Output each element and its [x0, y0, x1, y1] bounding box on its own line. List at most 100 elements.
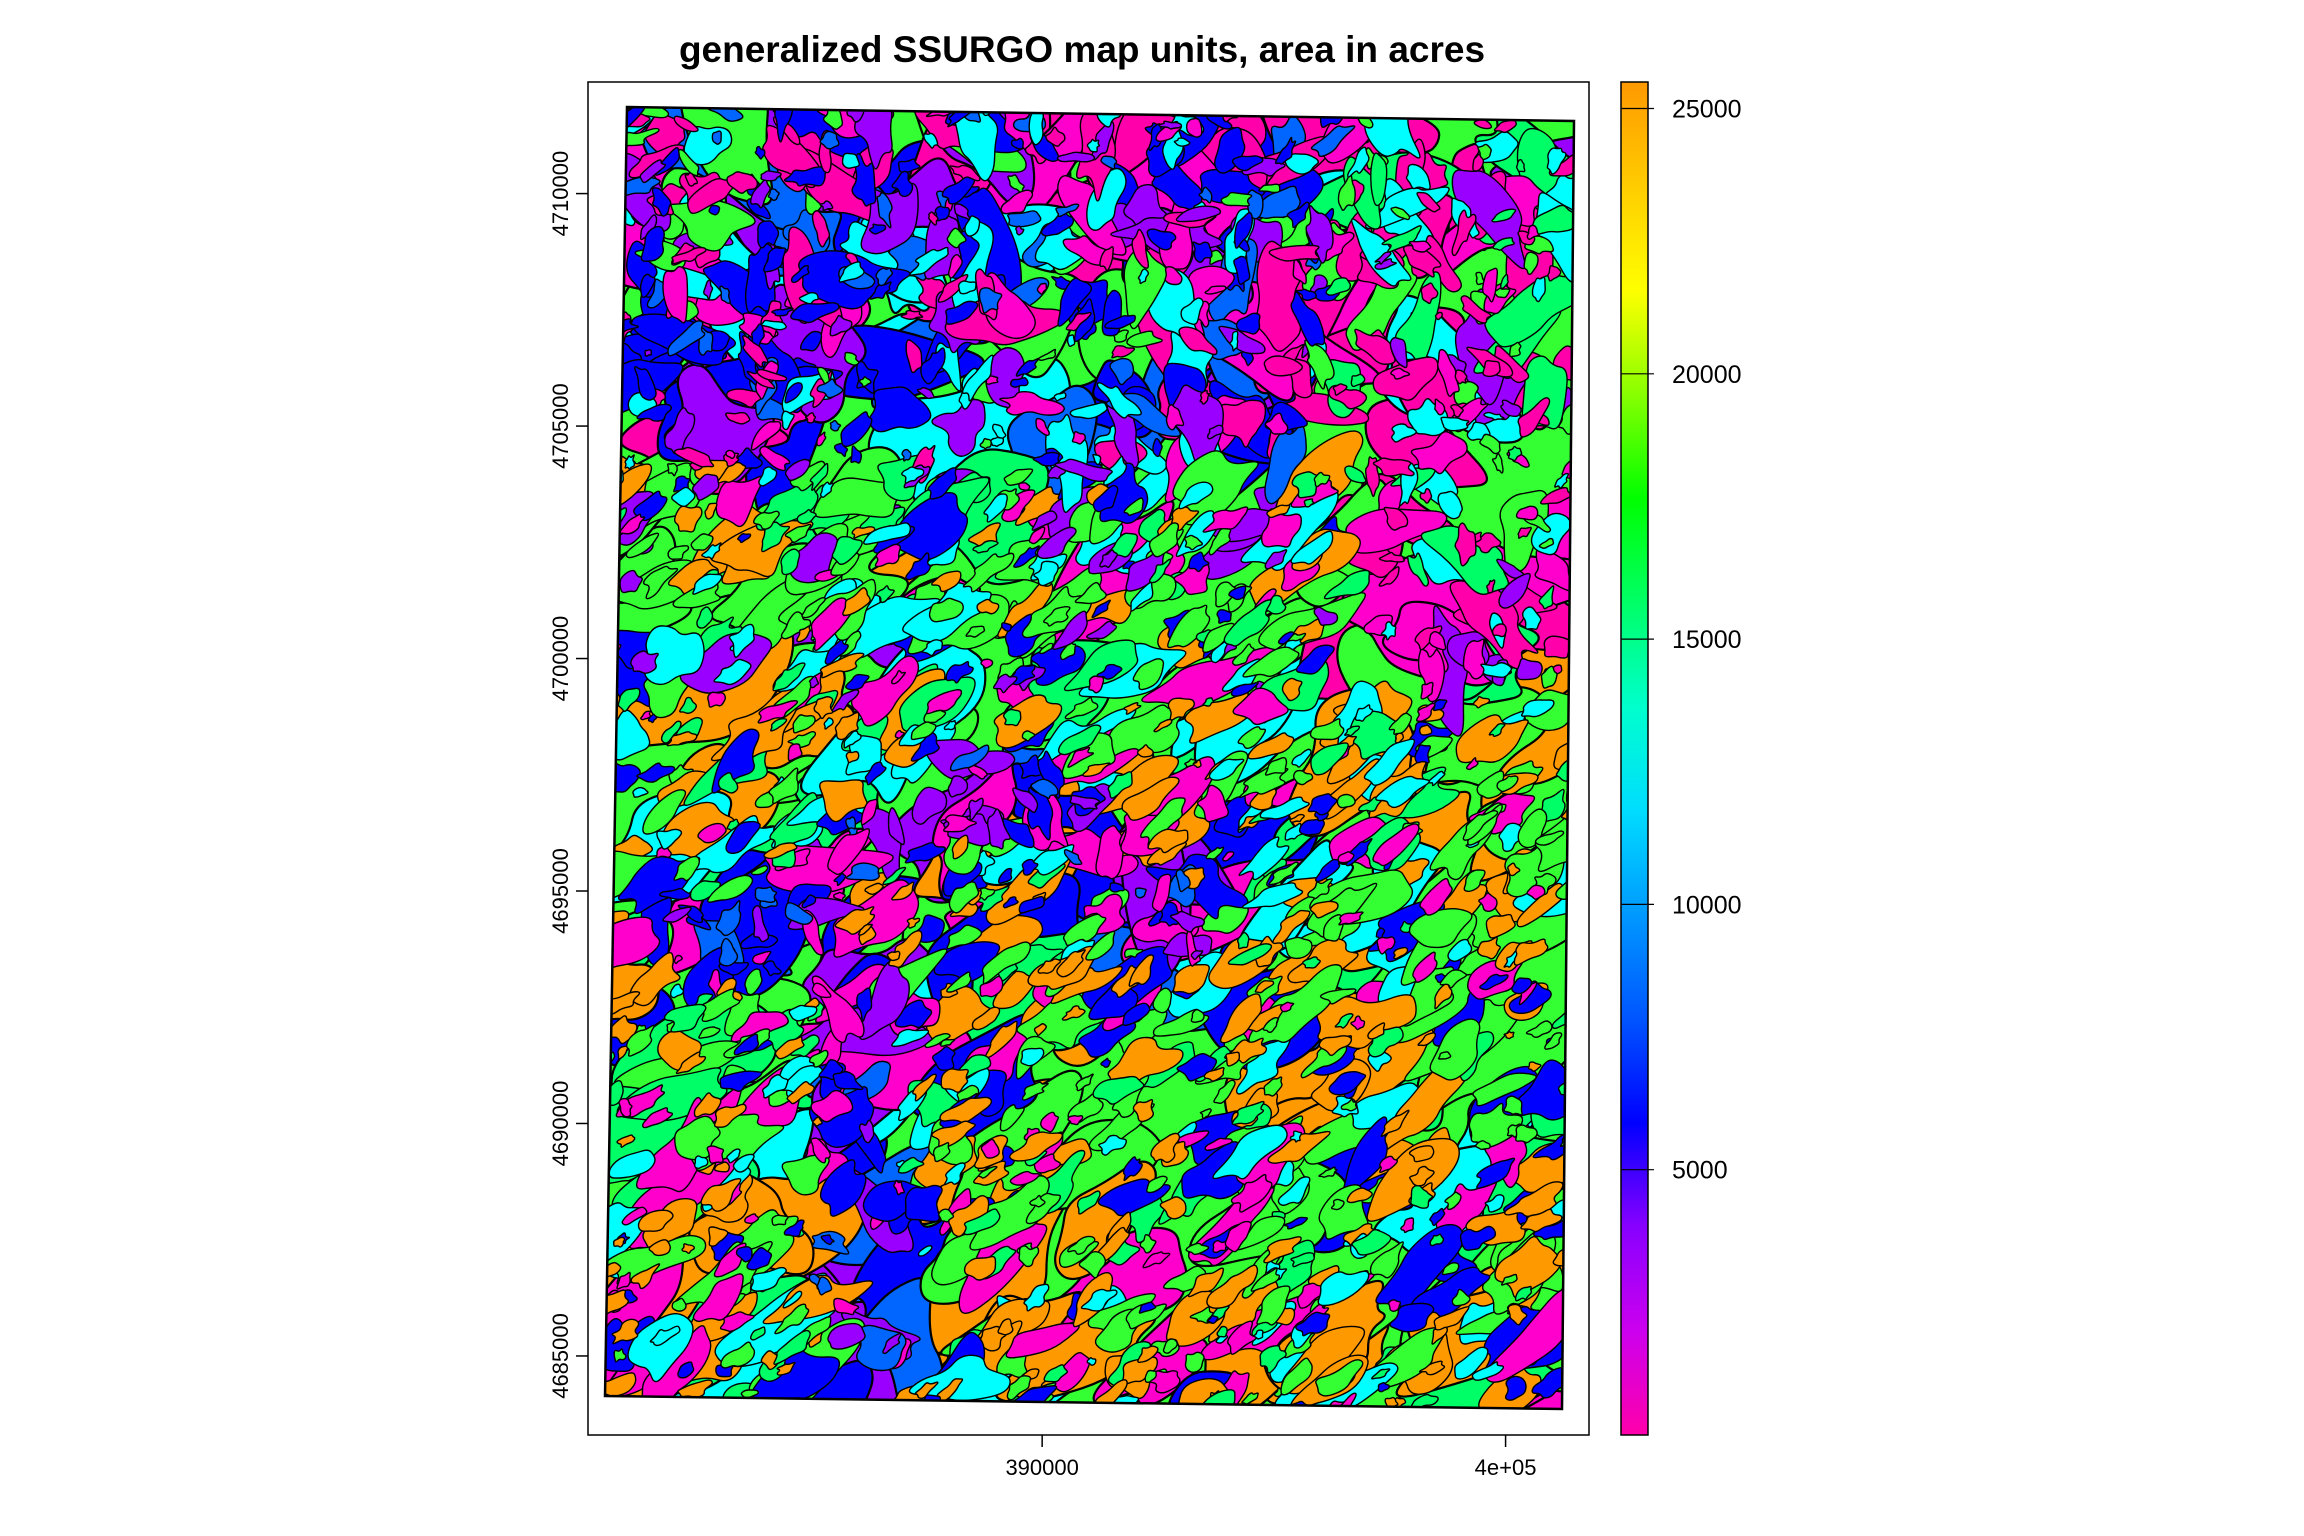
map-unit-polygon	[1218, 325, 1266, 355]
map-unit-polygon	[726, 171, 759, 194]
map-unit-polygon	[1298, 818, 1325, 836]
map-unit-polygon	[1344, 465, 1367, 484]
map-unit-polygon	[713, 658, 752, 686]
map-unit-polygon	[1000, 189, 1034, 215]
map-unit-polygon	[937, 273, 969, 303]
map-unit-polygon	[1303, 498, 1315, 508]
map-unit-polygon	[845, 750, 860, 764]
map-unit-polygon	[703, 279, 714, 300]
map-unit-polygon	[1379, 1155, 1399, 1174]
map-unit-polygon	[1035, 417, 1050, 437]
map-unit-polygon	[1069, 794, 1101, 810]
map-unit-polygon	[1262, 1016, 1279, 1033]
map-unit-polygon	[744, 968, 763, 996]
map-unit-polygon	[1504, 1375, 1527, 1401]
map-unit-polygon	[664, 407, 696, 455]
map-unit-polygon	[767, 188, 780, 202]
map-unit-polygon	[947, 775, 969, 798]
map-unit-polygon	[860, 798, 878, 826]
map-unit-polygon	[978, 287, 1003, 314]
map-unit-polygon	[1121, 776, 1180, 821]
map-unit-polygon	[693, 1092, 722, 1118]
map-units	[605, 107, 1574, 1409]
map-unit-polygon	[659, 887, 691, 901]
map-unit-polygon	[690, 533, 714, 551]
map-unit-polygon	[1483, 411, 1505, 421]
map-unit-polygon	[1332, 1392, 1357, 1409]
map-unit-polygon	[667, 545, 690, 560]
map-unit-polygon	[1429, 1207, 1446, 1227]
map-unit-polygon	[757, 700, 799, 724]
map-unit-polygon	[1234, 211, 1253, 249]
map-unit-polygon	[771, 307, 794, 317]
map-unit-polygon	[1199, 389, 1211, 405]
map-unit-polygon	[894, 999, 933, 1029]
map-unit-polygon	[1165, 404, 1185, 431]
map-unit-polygon	[1310, 125, 1356, 158]
map-unit-polygon	[641, 1107, 674, 1129]
map-unit-polygon	[1071, 430, 1086, 445]
map-unit-polygon	[799, 330, 823, 352]
map-unit-polygon	[986, 808, 1011, 850]
map-unit-polygon	[1511, 977, 1533, 995]
map-unit-polygon	[964, 215, 981, 237]
map-unit-polygon	[1459, 1225, 1497, 1251]
map-unit-polygon	[698, 1026, 721, 1039]
map-unit-polygon	[1062, 913, 1107, 947]
map-unit-polygon	[894, 491, 969, 561]
map-unit-polygon	[1184, 1351, 1205, 1374]
colorbar-fill	[1620, 81, 1649, 1436]
map-unit-polygon	[754, 886, 778, 903]
map-unit-polygon	[1205, 846, 1225, 860]
y-tick-label: 4685000	[548, 1313, 573, 1399]
map-unit-polygon	[1109, 357, 1135, 386]
map-unit-polygon	[1447, 938, 1473, 963]
map-unit-polygon	[1063, 639, 1139, 692]
map-unit-polygon	[1204, 285, 1227, 295]
map-unit-polygon	[639, 159, 667, 184]
map-unit-polygon	[811, 982, 832, 999]
map-unit-polygon	[981, 941, 1032, 985]
map-unit-polygon	[864, 882, 884, 895]
map-unit-polygon	[1185, 117, 1203, 138]
map-unit-polygon	[801, 894, 817, 909]
map-unit-polygon	[927, 467, 958, 500]
map-unit-polygon	[1521, 606, 1542, 630]
map-unit-polygon	[833, 872, 847, 887]
map-unit-polygon	[1307, 878, 1333, 900]
map-unit-polygon	[1268, 861, 1299, 886]
y-axis: 4685000 4690000 4695000 4700000 4705000 47100…	[548, 151, 588, 1399]
map-unit-polygon	[1295, 288, 1317, 301]
map-unit-polygon	[965, 625, 986, 638]
map-unit-polygon	[754, 145, 766, 160]
map-unit-polygon	[1338, 911, 1364, 926]
map-unit-polygon	[868, 386, 932, 433]
map-unit-polygon	[1173, 137, 1191, 147]
map-unit-polygon	[679, 632, 773, 694]
map-unit-polygon	[819, 130, 840, 150]
map-unit-polygon	[1264, 756, 1288, 776]
map-unit-polygon	[609, 520, 620, 528]
map-unit-polygon	[1383, 506, 1409, 531]
map-unit-polygon	[1220, 191, 1253, 207]
map-unit-polygon	[1307, 793, 1338, 816]
map-unit-polygon	[1178, 326, 1218, 356]
map-unit-polygon	[1306, 882, 1378, 938]
map-unit-polygon	[1092, 484, 1119, 513]
map-unit-polygon	[857, 923, 873, 936]
map-unit-polygon	[1431, 1326, 1448, 1345]
map-unit-polygon	[719, 285, 731, 304]
map-unit-polygon	[1526, 224, 1540, 240]
map-unit-polygon	[1521, 699, 1555, 718]
map-unit-polygon	[931, 398, 986, 457]
map-unit-polygon	[673, 446, 715, 468]
map-unit-polygon	[1258, 183, 1281, 194]
map-unit-polygon	[1146, 1175, 1168, 1194]
y-tick-label: 4710000	[548, 151, 573, 237]
map-unit-polygon	[936, 1378, 964, 1403]
map-unit-polygon	[1371, 1368, 1391, 1380]
map-unit-polygon	[1318, 1166, 1338, 1178]
map-unit-polygon	[897, 1156, 925, 1174]
map-unit-polygon	[726, 1148, 741, 1164]
map-unit-polygon	[1187, 1267, 1224, 1298]
